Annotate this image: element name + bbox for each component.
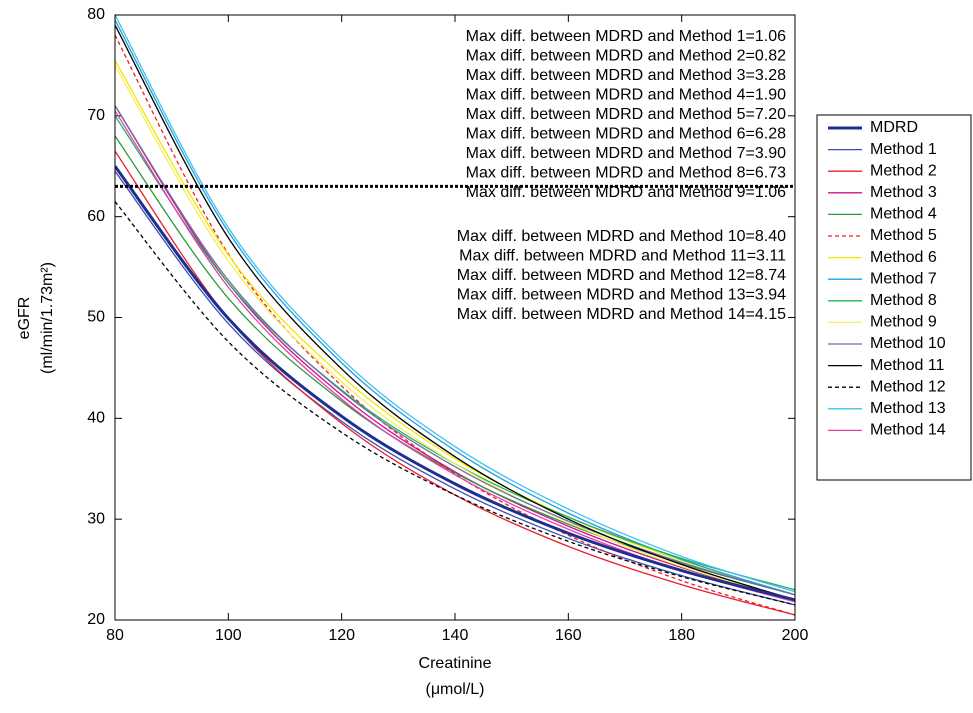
x-axis-label: Creatinine [419,655,492,672]
annotation: Max diff. between MDRD and Method 4=1.90 [466,87,786,104]
annotation: Max diff. between MDRD and Method 14=4.1… [457,306,786,323]
series-line [115,165,795,602]
annotation: Max diff. between MDRD and Method 12=8.7… [457,267,786,284]
series-line [115,170,795,606]
x-axis-label: (μmol/L) [426,681,485,698]
series-line [115,60,795,596]
annotation: Max diff. between MDRD and Method 8=6.73 [466,165,786,182]
y-axis-label: (ml/min/1.73m²) [39,262,56,374]
legend-label: Method 2 [870,162,937,179]
legend-label: Method 10 [870,335,946,352]
legend-label: MDRD [870,119,918,136]
annotation: Max diff. between MDRD and Method 7=3.90 [466,145,786,162]
y-tick-label: 60 [87,208,105,225]
series-line [115,115,795,591]
series-line [115,135,795,596]
plot-frame [114,14,796,621]
legend-label: Method 6 [870,249,937,266]
x-tick-label: 80 [106,627,124,644]
series-line [115,15,795,593]
series-line [115,34,795,616]
annotation: Max diff. between MDRD and Method 6=6.28 [466,126,786,143]
annotation: Max diff. between MDRD and Method 9=1.06 [466,184,786,201]
annotation: Max diff. between MDRD and Method 3=3.28 [466,67,786,84]
legend-label: Method 1 [870,141,937,158]
legend-label: Method 11 [870,357,945,374]
x-tick-label: 140 [442,627,469,644]
x-tick-label: 100 [215,627,242,644]
annotation: Max diff. between MDRD and Method 10=8.4… [457,228,786,245]
annotation: Max diff. between MDRD and Method 13=3.9… [457,287,786,304]
y-tick-label: 50 [87,309,105,326]
legend-label: Method 12 [870,378,946,395]
x-tick-label: 180 [668,627,695,644]
y-tick-label: 40 [87,410,105,427]
annotation: Max diff. between MDRD and Method 1=1.06 [466,28,786,45]
series-line [115,19,795,596]
legend-label: Method 8 [870,292,937,309]
legend-label: Method 14 [870,422,946,439]
x-tick-label: 120 [328,627,355,644]
series-line [115,65,795,601]
legend-label: Method 5 [870,227,937,244]
x-tick-label: 160 [555,627,582,644]
annotation: Max diff. between MDRD and Method 11=3.1… [459,248,786,265]
legend-label: Method 4 [870,206,937,223]
y-axis-label: eGFR [16,297,33,340]
x-tick-label: 200 [782,627,809,644]
legend-label: Method 9 [870,314,937,331]
y-tick-label: 70 [87,107,105,124]
series-line [115,24,795,601]
y-tick-label: 80 [87,6,105,23]
legend-label: Method 3 [870,184,937,201]
series-line [115,201,795,606]
legend-box [816,114,972,481]
legend: MDRD Method 1 Method 2 Method 3 Method 4 Meth… [816,114,972,481]
y-tick-label: 30 [87,510,105,527]
annotation: Max diff. between MDRD and Method 2=0.82 [466,48,786,65]
legend-label: Method 13 [870,400,946,417]
y-tick-label: 20 [87,611,105,628]
series-line [115,105,795,596]
legend-label: Method 7 [870,270,937,287]
annotation: Max diff. between MDRD and Method 5=7.20 [466,106,786,123]
